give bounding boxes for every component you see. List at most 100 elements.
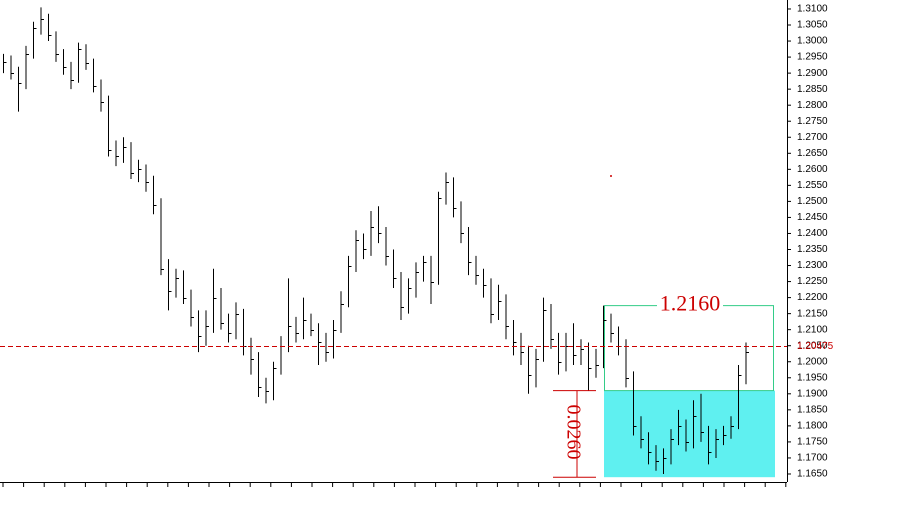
- price-bar: [198, 310, 202, 353]
- price-bar: [423, 255, 427, 282]
- price-bar: [685, 419, 689, 452]
- price-bar: [468, 227, 472, 276]
- price-bar: [363, 233, 367, 260]
- price-bar: [340, 291, 344, 333]
- price-bar: [303, 297, 307, 340]
- price-bar: [400, 271, 404, 321]
- price-bar: [430, 255, 434, 305]
- y-tick-label: 1.2150: [797, 308, 828, 319]
- y-tick-label: 1.3100: [797, 4, 828, 15]
- y-tick-label: 1.2750: [797, 116, 828, 127]
- price-bar: [573, 323, 577, 365]
- price-bar: [333, 320, 337, 359]
- price-bar: [633, 371, 637, 436]
- y-tick-label: 1.1850: [797, 404, 828, 415]
- y-tick-label: 1.2950: [797, 52, 828, 63]
- y-tick-label: 1.2000: [797, 356, 828, 367]
- price-bar: [310, 313, 314, 337]
- price-bar: [460, 201, 464, 244]
- price-bar: [453, 177, 457, 218]
- price-bar: [78, 42, 82, 83]
- zone-fill: [604, 390, 775, 478]
- price-bar: [558, 332, 562, 375]
- price-bar: [745, 342, 749, 385]
- price-bar: [18, 66, 22, 112]
- price-bar: [145, 164, 149, 192]
- price-bar: [408, 278, 412, 314]
- price-bar: [265, 377, 269, 404]
- price-bar: [678, 409, 682, 446]
- price-bar: [160, 198, 164, 276]
- price-bar: [295, 316, 299, 343]
- price-bar: [70, 61, 74, 90]
- price-line-label: 1.20475: [797, 341, 834, 352]
- y-tick-label: 1.2600: [797, 164, 828, 175]
- y-tick-label: 1.2700: [797, 132, 828, 143]
- price-bar: [655, 445, 659, 471]
- price-bar: [708, 425, 712, 465]
- price-bar: [415, 262, 419, 298]
- y-tick-label: 1.2250: [797, 276, 828, 287]
- price-bar: [610, 313, 614, 343]
- price-bar: [483, 268, 487, 298]
- price-bar: [648, 432, 652, 465]
- y-tick-label: 1.2800: [797, 100, 828, 111]
- price-bar: [325, 332, 329, 362]
- price-bar: [220, 287, 224, 330]
- price-bar: [378, 206, 382, 244]
- price-bar: [730, 416, 734, 439]
- y-tick-label: 1.2500: [797, 196, 828, 207]
- y-tick-label: 1.2400: [797, 228, 828, 239]
- y-tick-label: 1.2900: [797, 68, 828, 79]
- y-tick-label: 1.2300: [797, 260, 828, 271]
- price-bar: [513, 320, 517, 356]
- y-tick-label: 1.2350: [797, 244, 828, 255]
- price-bar: [115, 140, 119, 167]
- price-bar: [213, 268, 217, 333]
- price-bar: [640, 416, 644, 449]
- price-bar: [273, 361, 277, 401]
- label-bg: [657, 293, 723, 318]
- price-bar: [663, 448, 667, 474]
- price-bar: [588, 342, 592, 391]
- y-tick-label: 1.2850: [797, 84, 828, 95]
- price-bar: [723, 425, 727, 446]
- price-bar: [715, 429, 719, 458]
- y-tick-label: 1.2450: [797, 212, 828, 223]
- price-bar: [385, 227, 389, 266]
- price-bar: [355, 230, 359, 272]
- measure-label: 0.0260: [562, 405, 584, 460]
- price-bar: [190, 289, 194, 327]
- price-bar: [123, 137, 127, 163]
- price-bar: [130, 142, 134, 179]
- price-bar: [490, 278, 494, 324]
- y-tick-label: 1.2200: [797, 292, 828, 303]
- price-bar: [93, 58, 97, 93]
- price-bar: [288, 278, 292, 353]
- y-tick-label: 1.1700: [797, 453, 828, 464]
- price-bar: [505, 294, 509, 340]
- price-bar: [183, 270, 187, 305]
- y-tick-label: 1.1750: [797, 437, 828, 448]
- price-bar: [543, 297, 547, 362]
- price-bar: [85, 44, 89, 70]
- price-bar: [670, 429, 674, 465]
- price-bar: [205, 310, 209, 346]
- y-tick-label: 1.1650: [797, 469, 828, 480]
- price-bar: [258, 352, 262, 398]
- zone-label: 1.2160: [660, 291, 721, 316]
- price-bar: [580, 339, 584, 365]
- marker-dot: [610, 175, 612, 177]
- price-bar: [738, 364, 742, 430]
- price-bar: [535, 348, 539, 388]
- y-tick-label: 1.1900: [797, 388, 828, 399]
- price-bar: [625, 339, 629, 388]
- price-bar: [33, 21, 37, 59]
- price-bar: [3, 53, 7, 74]
- y-tick-label: 1.2100: [797, 324, 828, 335]
- price-bar: [108, 95, 112, 157]
- price-bar: [693, 400, 697, 449]
- price-bar: [40, 7, 44, 35]
